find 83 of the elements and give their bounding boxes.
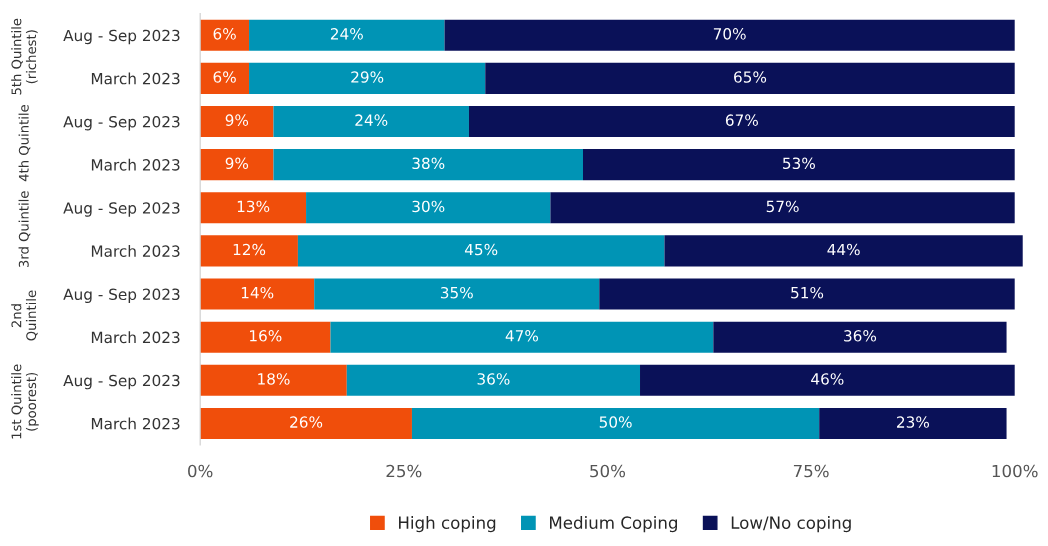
- data-label: 9%: [225, 114, 249, 126]
- data-label: 53%: [783, 157, 815, 170]
- data-label: 18%: [258, 373, 290, 385]
- y-tick-label: Aug - Sep 2023: [63, 115, 180, 131]
- text: 4th Quintile: [18, 104, 31, 182]
- bar: [444, 19, 1015, 51]
- legend-label: Medium Coping: [550, 516, 677, 533]
- bar: [599, 278, 1015, 310]
- data-label: 26%: [290, 416, 323, 428]
- y-tick-label: Aug - Sep 2023: [63, 202, 180, 217]
- data-label: 9%: [225, 157, 249, 170]
- text: 2nd Quintile: [11, 290, 38, 341]
- bar: [550, 192, 1015, 224]
- data-label: 24%: [330, 28, 363, 40]
- data-label: 14%: [241, 286, 274, 299]
- data-label: 44%: [827, 243, 860, 256]
- bar: [411, 407, 820, 439]
- x-tick-label: 75%: [793, 464, 829, 478]
- data-label: 6%: [213, 28, 236, 40]
- data-label: 30%: [412, 200, 445, 213]
- x-tick-label: 0%: [188, 464, 213, 478]
- data-label: 23%: [897, 416, 930, 428]
- text: 1st Quintile (poorest): [11, 364, 39, 439]
- y-tick-label: March 2023: [91, 331, 180, 344]
- bar: [273, 105, 469, 138]
- bar: [485, 62, 1015, 94]
- bar: [200, 364, 347, 396]
- bar: [713, 321, 1007, 353]
- bar: [200, 19, 250, 51]
- bar: [306, 192, 551, 224]
- y-tick-label: March 2023: [91, 417, 180, 430]
- data-label: 45%: [464, 243, 498, 256]
- bar: [346, 364, 641, 396]
- bar: [640, 364, 1015, 396]
- bar: [249, 19, 445, 51]
- bar: [200, 62, 250, 94]
- data-label: 65%: [734, 71, 767, 83]
- bar: [330, 321, 714, 353]
- bar: [314, 278, 600, 310]
- bar: [200, 407, 412, 439]
- data-label: 67%: [725, 114, 758, 126]
- legend-label: Low/No coping: [731, 516, 851, 533]
- data-label: 6%: [213, 71, 236, 83]
- y-tick-label: March 2023: [91, 72, 180, 85]
- x-tick-label: 100%: [992, 464, 1038, 478]
- text: 3rd Quintile: [18, 191, 31, 268]
- data-label: 36%: [844, 330, 877, 342]
- bar: [819, 407, 1007, 439]
- data-label: 38%: [412, 157, 445, 170]
- data-label: 36%: [477, 373, 510, 385]
- data-label: 12%: [233, 243, 266, 256]
- data-label: 46%: [811, 373, 844, 385]
- y-tick-label: Aug - Sep 2023: [63, 374, 180, 390]
- x-tick-label: 25%: [386, 464, 422, 478]
- data-label: 16%: [250, 330, 282, 342]
- data-label: 24%: [355, 114, 388, 126]
- bar: [200, 149, 274, 181]
- bar: [200, 321, 331, 353]
- data-label: 70%: [713, 28, 746, 40]
- bar: [200, 192, 307, 224]
- bar: [583, 149, 1015, 181]
- legend-label: High coping: [399, 516, 496, 533]
- bar: [468, 105, 1015, 138]
- data-label: 35%: [440, 286, 473, 299]
- bar: [273, 149, 583, 181]
- y-tick-label: March 2023: [91, 158, 180, 171]
- y-tick-label: March 2023: [91, 245, 180, 257]
- data-label: 51%: [791, 286, 824, 299]
- text: 5th Quintile (richest): [11, 18, 38, 95]
- data-label: 29%: [351, 71, 384, 83]
- bar: [249, 62, 486, 94]
- data-label: 57%: [766, 200, 799, 213]
- data-label: 47%: [505, 330, 539, 342]
- bar: [200, 278, 315, 310]
- bar: [297, 235, 665, 267]
- data-label: 50%: [599, 416, 632, 428]
- x-tick-label: 50%: [590, 464, 626, 478]
- y-tick-label: Aug - Sep 2023: [63, 288, 180, 303]
- y-tick-label: Aug - Sep 2023: [63, 29, 180, 45]
- bar: [200, 235, 298, 267]
- data-label: 13%: [237, 200, 270, 213]
- bar: [664, 235, 1023, 267]
- bar: [200, 105, 274, 138]
